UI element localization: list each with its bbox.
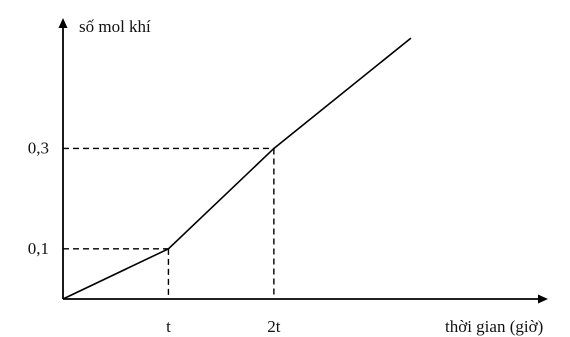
x-axis-ticks: t 2t bbox=[166, 317, 281, 336]
x-tick-label-2: 2t bbox=[267, 317, 281, 336]
y-axis-label: số mol khí bbox=[79, 17, 151, 36]
y-axis-arrow-icon bbox=[58, 18, 68, 28]
x-axis-label: thời gian (giờ) bbox=[445, 317, 543, 336]
y-tick-label-2: 0,3 bbox=[28, 138, 49, 157]
series-layer bbox=[62, 37, 412, 300]
series-line-1 bbox=[62, 37, 412, 300]
x-tick-label-1: t bbox=[166, 317, 171, 336]
y-tick-label-1: 0,1 bbox=[28, 239, 49, 258]
y-axis-ticks: 0,1 0,3 bbox=[28, 138, 49, 257]
x-axis-arrow-icon bbox=[538, 294, 548, 304]
guide-lines bbox=[63, 147, 275, 299]
